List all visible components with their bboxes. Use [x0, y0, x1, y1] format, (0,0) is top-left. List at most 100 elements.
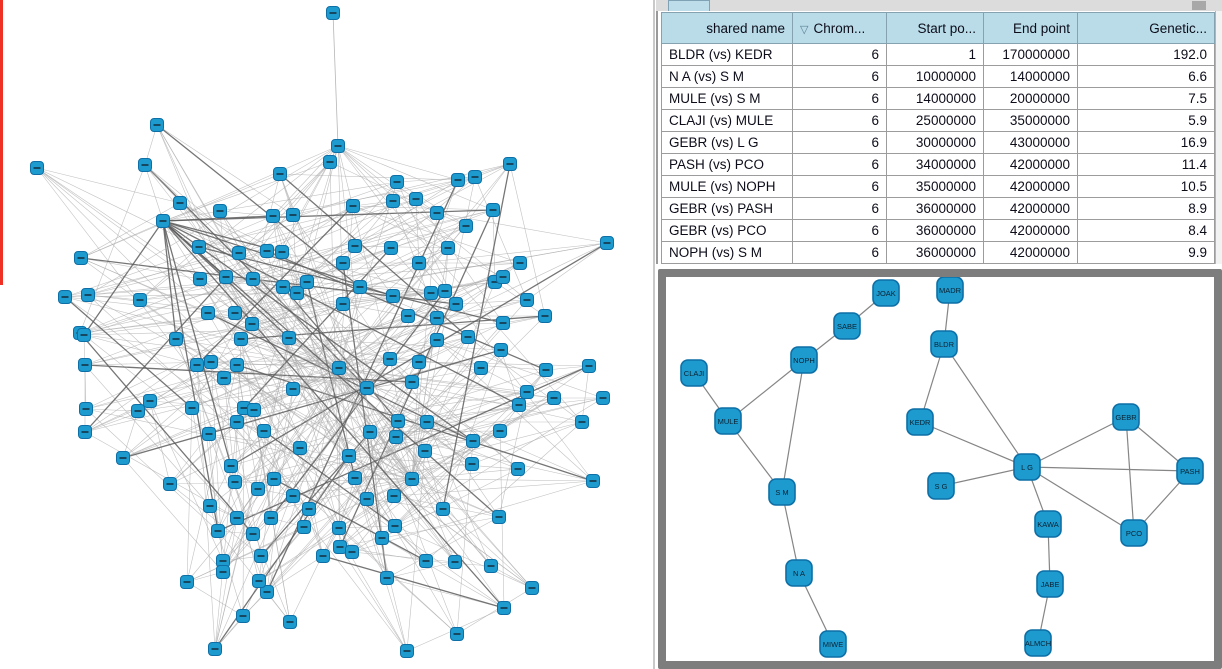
table-cell[interactable]: 6 [792, 65, 887, 88]
table-cell[interactable]: 20000000 [983, 87, 1078, 110]
node-S-G[interactable]: S G [927, 472, 955, 500]
network-edge[interactable] [940, 466, 1028, 487]
network-edge[interactable] [727, 359, 805, 422]
node-MIWE[interactable]: MIWE [819, 630, 847, 658]
table-cell[interactable]: BLDR (vs) KEDR [661, 43, 793, 66]
table-cell[interactable]: 6 [792, 87, 887, 110]
table-cell[interactable]: 36000000 [886, 197, 984, 220]
network-edge[interactable] [1026, 466, 1135, 534]
table-cell[interactable]: 6 [792, 219, 887, 242]
table-cell[interactable]: 1 [886, 43, 984, 66]
table-cell[interactable]: 42000000 [983, 197, 1078, 220]
table-row[interactable]: MULE (vs) NOPH 6 35000000 42000000 10.5 [661, 175, 1215, 198]
table-cell[interactable]: 8.9 [1077, 197, 1215, 220]
table-row[interactable]: BLDR (vs) KEDR 6 1 170000000 192.0 [661, 43, 1215, 66]
table-cell[interactable]: CLAJI (vs) MULE [661, 109, 793, 132]
table-cell[interactable]: 6 [792, 43, 887, 66]
table-cell[interactable]: GEBR (vs) L G [661, 131, 793, 154]
table-cell[interactable]: PASH (vs) PCO [661, 153, 793, 176]
network-edge[interactable] [1125, 416, 1135, 534]
column-header-3[interactable]: End point [983, 12, 1078, 44]
table-cell[interactable]: 36000000 [886, 241, 984, 264]
node-JABE[interactable]: JABE [1036, 570, 1064, 598]
column-header-0[interactable]: shared name [661, 12, 793, 44]
overview-nodes[interactable] [30, 6, 614, 658]
table-cell[interactable]: 6 [792, 175, 887, 198]
table-row[interactable]: GEBR (vs) PCO 6 36000000 42000000 8.4 [661, 219, 1215, 242]
table-cell[interactable]: 192.0 [1077, 43, 1215, 66]
network-edge[interactable] [919, 421, 1028, 468]
node-S-M[interactable]: S M [768, 478, 796, 506]
table-cell[interactable]: 8.4 [1077, 219, 1215, 242]
table-cell[interactable]: N A (vs) S M [661, 65, 793, 88]
detail-network-canvas[interactable]: JOAK MADR SABE NOPH CLAJI BLDR MULE KEDR GEBR L G… [666, 276, 1214, 661]
table-cell[interactable]: 6 [792, 153, 887, 176]
node-ALMCH[interactable]: ALMCH [1024, 629, 1052, 657]
node-JOAK[interactable]: JOAK [872, 279, 900, 307]
column-header-4[interactable]: Genetic... [1077, 12, 1215, 44]
table-tab-fragment[interactable] [668, 0, 710, 11]
table-cell[interactable]: 6 [792, 241, 887, 264]
network-edge[interactable] [781, 359, 805, 493]
table-cell[interactable]: MULE (vs) NOPH [661, 175, 793, 198]
table-row[interactable]: GEBR (vs) L G 6 30000000 43000000 16.9 [661, 131, 1215, 154]
node-PCO[interactable]: PCO [1120, 519, 1148, 547]
detail-network-panel[interactable]: JOAK MADR SABE NOPH CLAJI BLDR MULE KEDR GEBR L G… [658, 269, 1222, 669]
table-cell[interactable]: MULE (vs) S M [661, 87, 793, 110]
table-row[interactable]: CLAJI (vs) MULE 6 25000000 35000000 5.9 [661, 109, 1215, 132]
table-cell[interactable]: 10.5 [1077, 175, 1215, 198]
table-cell[interactable]: 11.4 [1077, 153, 1215, 176]
node-SABE[interactable]: SABE [833, 312, 861, 340]
table-cell[interactable]: 42000000 [983, 219, 1078, 242]
table-cell[interactable]: 10000000 [886, 65, 984, 88]
table-cell[interactable]: 42000000 [983, 241, 1078, 264]
overview-network-panel[interactable] [0, 0, 655, 669]
table-cell[interactable]: 14000000 [983, 65, 1078, 88]
table-row[interactable]: MULE (vs) S M 6 14000000 20000000 7.5 [661, 87, 1215, 110]
column-header-2[interactable]: Start po... [886, 12, 984, 44]
table-cell[interactable]: 34000000 [886, 153, 984, 176]
table-cell[interactable]: 9.9 [1077, 241, 1215, 264]
node-N-A[interactable]: N A [785, 559, 813, 587]
table-cell[interactable]: 6.6 [1077, 65, 1215, 88]
table-cell[interactable]: 14000000 [886, 87, 984, 110]
network-edge[interactable] [943, 343, 1028, 468]
table-cell[interactable]: 5.9 [1077, 109, 1215, 132]
table-cell[interactable]: 42000000 [983, 175, 1078, 198]
node-KEDR[interactable]: KEDR [906, 408, 934, 436]
table-cell[interactable]: 6 [792, 131, 887, 154]
node-CLAJI[interactable]: CLAJI [680, 359, 708, 387]
node-MADR[interactable]: MADR [936, 276, 964, 304]
table-cell[interactable]: NOPH (vs) S M [661, 241, 793, 264]
node-BLDR[interactable]: BLDR [930, 330, 958, 358]
table-cell[interactable]: 42000000 [983, 153, 1078, 176]
network-edge[interactable] [1026, 466, 1191, 472]
column-header-1[interactable]: ▽ Chrom... [792, 12, 887, 44]
table-cell[interactable]: 43000000 [983, 131, 1078, 154]
node-PASH[interactable]: PASH [1176, 457, 1204, 485]
table-row[interactable]: N A (vs) S M 6 10000000 14000000 6.6 [661, 65, 1215, 88]
table-cell[interactable]: GEBR (vs) PCO [661, 219, 793, 242]
node-GEBR[interactable]: GEBR [1112, 403, 1140, 431]
node-MULE[interactable]: MULE [714, 407, 742, 435]
node-KAWA[interactable]: KAWA [1034, 510, 1062, 538]
table-cell[interactable]: 6 [792, 197, 887, 220]
table-row[interactable]: PASH (vs) PCO 6 34000000 42000000 11.4 [661, 153, 1215, 176]
table-scrollbar[interactable] [1215, 11, 1222, 264]
detail-nodes[interactable]: JOAK MADR SABE NOPH CLAJI BLDR MULE KEDR GEBR L G… [680, 276, 1204, 658]
table-cell[interactable]: 30000000 [886, 131, 984, 154]
node-NOPH[interactable]: NOPH [790, 346, 818, 374]
table-cell[interactable]: 35000000 [886, 175, 984, 198]
filter-icon[interactable]: ▽ [800, 23, 809, 36]
table-cell[interactable]: 35000000 [983, 109, 1078, 132]
overview-network-canvas[interactable] [0, 0, 655, 669]
table-cell[interactable]: GEBR (vs) PASH [661, 197, 793, 220]
table-top-gray-widget[interactable] [1192, 1, 1206, 10]
network-edge[interactable] [1026, 416, 1127, 468]
table-cell[interactable]: 170000000 [983, 43, 1078, 66]
table-row[interactable]: NOPH (vs) S M 6 36000000 42000000 9.9 [661, 241, 1215, 264]
table-cell[interactable]: 36000000 [886, 219, 984, 242]
node-L-G[interactable]: L G [1013, 453, 1041, 481]
table-cell[interactable]: 16.9 [1077, 131, 1215, 154]
table-cell[interactable]: 7.5 [1077, 87, 1215, 110]
